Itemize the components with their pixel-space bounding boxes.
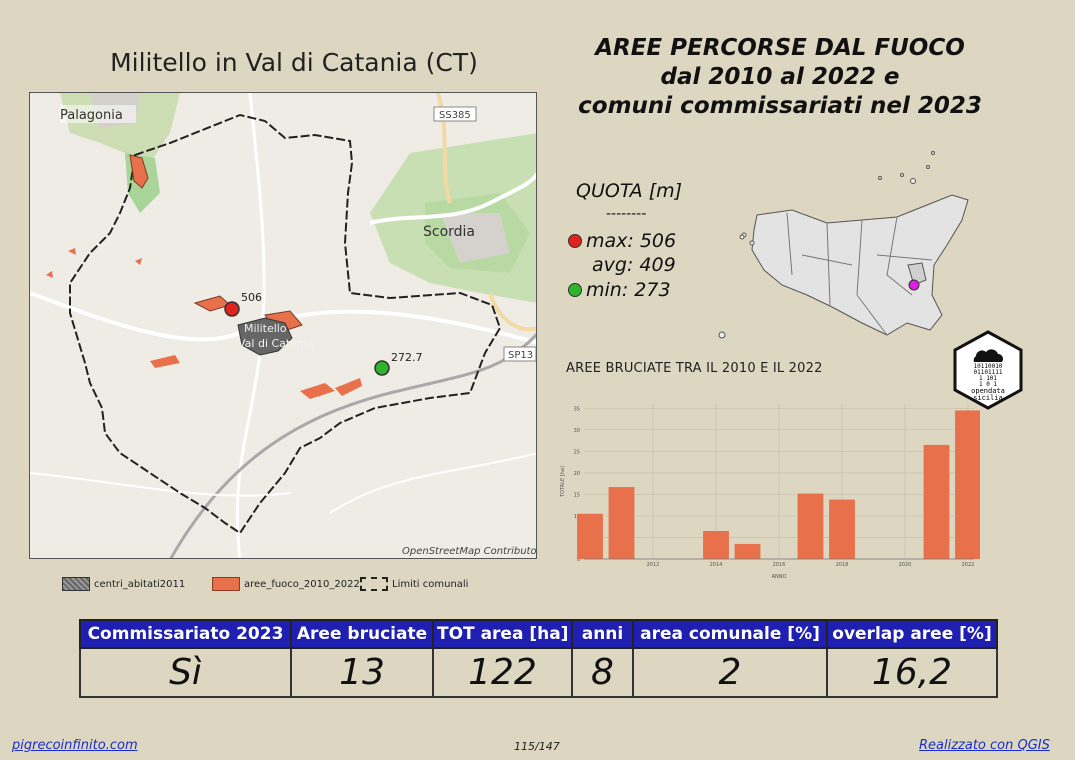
chart-bar [797,493,824,559]
table-header-anni: anni [571,619,634,649]
legend-label-centri: centri_abitati2011 [94,578,186,590]
chart-xtick-label: 2018 [836,562,849,568]
logo-text-2: sicilia [973,394,1003,402]
chart-ylabel: TOTALE [ha] [560,466,566,498]
map-legend: centri_abitati2011 aree_fuoco_2010_2022 … [62,577,542,595]
legend-item-aree: aree_fuoco_2010_2022 [212,577,360,591]
quota-max-text: max: 506 [586,230,677,252]
map-svg: Palagonia Scordia SS385 SP13 Militello V… [30,93,537,558]
legend-label-aree: aree_fuoco_2010_2022 [244,578,360,590]
map-attribution: OpenStreetMap Contributor [402,546,537,557]
quota-max: max: 506 [568,230,676,252]
table-header-area-comunale: area comunale [%] [632,619,828,649]
map-label-town-1: Militello [244,322,287,335]
table-cell-anni: 8 [571,647,634,698]
chart-svg: 05101520253035201220142016201820202022AN… [560,404,981,580]
chart-title: AREE BRUCIATE TRA IL 2010 E IL 2022 [566,361,823,376]
table-header-overlap: overlap aree [%] [826,619,998,649]
chart-bar [577,513,603,559]
municipality-map: Palagonia Scordia SS385 SP13 Militello V… [29,92,537,559]
main-title-line-2: dal 2010 al 2022 e [660,64,900,90]
footer-website-link[interactable]: pigrecoinfinito.com [12,738,138,753]
chart-bar [955,410,981,559]
table-row: Sì 13 122 8 2 16,2 [79,647,998,698]
burned-areas-chart: 05101520253035201220142016201820202022AN… [560,398,981,583]
chart-ytick-label: 10 [574,514,580,520]
chart-bar [608,487,635,559]
chart-bar [829,499,855,559]
chart-xtick-label: 2012 [647,562,660,568]
legend-swatch-limiti [360,577,388,591]
chart-xlabel: ANNO [772,574,787,580]
table-header-row: Commissariato 2023 Aree bruciate TOT are… [79,619,998,649]
quota-title: QUOTA [m] [576,180,683,202]
opendata-sicilia-logo: 10110010 01101111 1 101 1 0 1 opendata s… [952,330,1024,410]
chart-ytick-label: 30 [574,428,580,434]
chart-ytick-label: 0 [577,557,580,563]
main-title-line-1: AREE PERCORSE DAL FUOCO [595,35,965,61]
chart-xtick-label: 2016 [773,562,786,568]
logo-bits-4: 1 0 1 [979,381,997,388]
table-cell-aree-bruciate: 13 [290,647,434,698]
legend-swatch-aree [212,577,240,591]
quota-min-text: min: 273 [586,279,671,301]
footer-qgis-link[interactable]: Realizzato con QGIS [919,738,1050,753]
quota-min: min: 273 [568,279,671,301]
table-cell-area-comunale: 2 [632,647,828,698]
chart-ytick-label: 20 [574,471,580,477]
table-cell-commissariato: Sì [79,647,292,698]
logo-bits-3: 1 101 [979,375,997,382]
chart-ytick-label: 25 [574,449,580,455]
legend-item-limiti: Limiti comunali [360,577,468,591]
town-title: Militello in Val di Catania (CT) [110,48,478,77]
legend-label-limiti: Limiti comunali [392,578,469,590]
table-header-commissariato: Commissariato 2023 [79,619,292,649]
chart-bar [703,531,729,559]
map-label-max-value: 506 [241,291,262,304]
table-header-aree-bruciate: Aree bruciate [290,619,434,649]
legend-swatch-centri [62,577,90,591]
chart-xtick-label: 2022 [962,562,975,568]
chart-ytick-label: 15 [574,492,580,498]
main-title-line-3: comuni commissariati nel 2023 [578,93,982,119]
map-label-palagonia: Palagonia [60,108,123,123]
map-label-sp13: SP13 [508,350,533,361]
chart-xtick-label: 2014 [710,562,723,568]
quota-avg-text: avg: 409 [592,254,676,276]
map-label-scordia: Scordia [423,224,475,240]
municipality-marker-icon [908,279,920,291]
quota-separator: -------- [606,206,647,222]
chart-bar [734,543,761,559]
logo-bits-1: 10110010 [974,363,1003,370]
logo-text-1: opendata [971,387,1005,395]
chart-bar [923,444,950,559]
legend-item-centri: centri_abitati2011 [62,577,185,591]
max-quota-point [224,301,240,317]
table-cell-overlap: 16,2 [826,647,998,698]
table-header-tot-area: TOT area [ha] [432,619,573,649]
summary-table: Commissariato 2023 Aree bruciate TOT are… [79,619,998,698]
chart-ytick-label: 35 [574,406,580,412]
sicily-svg [718,151,969,339]
min-dot-icon [568,283,582,297]
main-title: AREE PERCORSE DAL FUOCO dal 2010 al 2022… [560,34,1000,121]
min-quota-point [374,360,390,376]
table-cell-tot-area: 122 [432,647,573,698]
page-number: 115/147 [514,740,560,753]
map-label-min-value: 272.7 [391,351,423,364]
map-label-town-2: Val di Catania [238,337,314,350]
sicily-inset-map [712,145,977,350]
max-dot-icon [568,234,582,248]
logo-bits-2: 01101111 [974,369,1003,376]
opendata-logo-svg: 10110010 01101111 1 101 1 0 1 opendata s… [953,330,1023,410]
chart-xtick-label: 2020 [899,562,912,568]
map-label-ss385: SS385 [439,110,471,121]
